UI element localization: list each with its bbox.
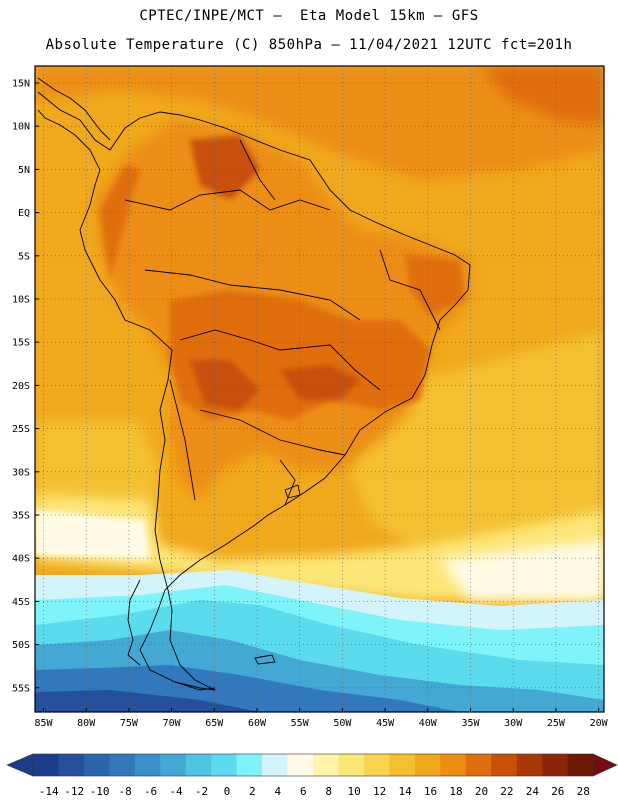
colorbar-label: -8 xyxy=(118,785,131,798)
lon-label: 30W xyxy=(504,718,523,729)
temperature-field xyxy=(35,66,604,712)
lon-label: 70W xyxy=(163,718,182,729)
latitude-labels: 15N 10N 5N EQ 5S 10S 15S 20S 25S 30S 35S 40S 45S 50S 5… xyxy=(12,79,39,694)
lon-label: 75W xyxy=(120,718,139,729)
colorbar-label: 4 xyxy=(275,785,282,798)
lon-label: 85W xyxy=(34,718,53,729)
colorbar-low-arrow xyxy=(6,753,34,777)
graticule xyxy=(35,66,604,712)
lat-label: 10S xyxy=(12,295,30,306)
colorbar-swatch xyxy=(262,754,288,776)
lon-label: 25W xyxy=(547,718,566,729)
colorbar-outline xyxy=(32,753,594,777)
colorbar-label: -14 xyxy=(39,785,59,798)
colorbar-label: 10 xyxy=(348,785,361,798)
colorbar-label: 8 xyxy=(325,785,332,798)
map-frame xyxy=(34,65,605,713)
colorbar-swatch xyxy=(542,754,568,776)
lon-label: 55W xyxy=(291,718,310,729)
lat-label: 35S xyxy=(12,511,30,522)
colorbar-label: 22 xyxy=(500,785,513,798)
colorbar-label: 0 xyxy=(224,785,231,798)
colorbar-swatch xyxy=(236,754,263,776)
lat-label: 40S xyxy=(12,554,30,565)
map-title-line-1: CPTEC/INPE/MCT – Eta Model 15km – GFS xyxy=(139,8,479,24)
lat-label: 5S xyxy=(18,251,30,262)
lat-label: 45S xyxy=(12,597,30,608)
colorbar-label: -2 xyxy=(195,785,208,798)
colorbar-swatch xyxy=(58,754,85,776)
longitude-labels: 85W 80W 75W 70W 65W 60W 55W 50W 45W 40W 35W 30W 25W 2… xyxy=(34,708,609,729)
colorbar-swatch xyxy=(465,754,492,776)
colorbar-swatch xyxy=(440,754,467,776)
colorbar-swatch xyxy=(491,754,517,776)
lon-label: 35W xyxy=(461,718,480,729)
colorbar-swatch xyxy=(567,754,594,776)
colorbar-label: -12 xyxy=(64,785,84,798)
colorbar-swatch xyxy=(414,754,441,776)
colorbar-swatch xyxy=(185,754,212,776)
colorbar-label: 6 xyxy=(300,785,307,798)
colorbar-swatch xyxy=(33,754,59,776)
colorbar-label: 20 xyxy=(475,785,488,798)
colorbar-swatch xyxy=(83,754,110,776)
lon-label: 80W xyxy=(77,718,96,729)
lat-label: 10N xyxy=(12,122,30,133)
colorbar-label: -6 xyxy=(144,785,157,798)
colorbar-high-arrow xyxy=(592,753,618,777)
colorbar-label: 2 xyxy=(249,785,256,798)
lat-label: 50S xyxy=(12,640,30,651)
colorbar-swatch xyxy=(109,754,136,776)
colorbar-label: -4 xyxy=(169,785,183,798)
colorbar: -14 -12 -10 -8 -6 -4 -2 0 2 4 6 8 10 12 14 16 18 20 22 24 26… xyxy=(6,753,618,798)
lat-label: 20S xyxy=(12,381,30,392)
lat-label: 25S xyxy=(12,424,30,435)
coastlines xyxy=(37,77,471,691)
lon-label: 65W xyxy=(205,718,224,729)
colorbar-swatch xyxy=(363,754,390,776)
lat-label: 5N xyxy=(18,165,30,176)
colorbar-label: 24 xyxy=(526,785,540,798)
colorbar-label: 16 xyxy=(424,785,437,798)
lon-label: 40W xyxy=(419,718,438,729)
colorbar-label: 26 xyxy=(551,785,564,798)
map-title-line-2: Absolute Temperature (C) 850hPa – 11/04/… xyxy=(45,37,573,53)
colorbar-label: 12 xyxy=(373,785,386,798)
colorbar-swatch xyxy=(211,754,237,776)
lon-label: 20W xyxy=(590,718,609,729)
lat-label: 30S xyxy=(12,467,30,478)
colorbar-swatch xyxy=(516,754,543,776)
colorbar-swatch xyxy=(389,754,416,776)
colorbar-swatch xyxy=(338,754,365,776)
lon-label: 50W xyxy=(333,718,352,729)
colorbar-label: 28 xyxy=(577,785,590,798)
colorbar-label: -10 xyxy=(90,785,110,798)
lat-label: EQ xyxy=(18,208,30,219)
colorbar-swatch xyxy=(160,754,187,776)
lon-label: 45W xyxy=(376,718,395,729)
lat-label: 15S xyxy=(12,338,30,349)
colorbar-swatch xyxy=(134,754,161,776)
lat-label: 55S xyxy=(12,683,30,694)
colorbar-swatch xyxy=(313,754,339,776)
colorbar-label: 14 xyxy=(398,785,412,798)
colorbar-swatch xyxy=(287,754,314,776)
lat-label: 15N xyxy=(12,79,30,90)
lon-label: 60W xyxy=(248,718,267,729)
colorbar-label: 18 xyxy=(449,785,462,798)
